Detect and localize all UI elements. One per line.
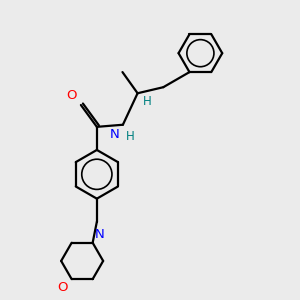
Text: H: H: [142, 95, 152, 108]
Text: O: O: [67, 89, 77, 102]
Text: O: O: [57, 281, 68, 294]
Text: N: N: [95, 228, 105, 241]
Text: N: N: [110, 128, 119, 141]
Text: H: H: [126, 130, 135, 143]
